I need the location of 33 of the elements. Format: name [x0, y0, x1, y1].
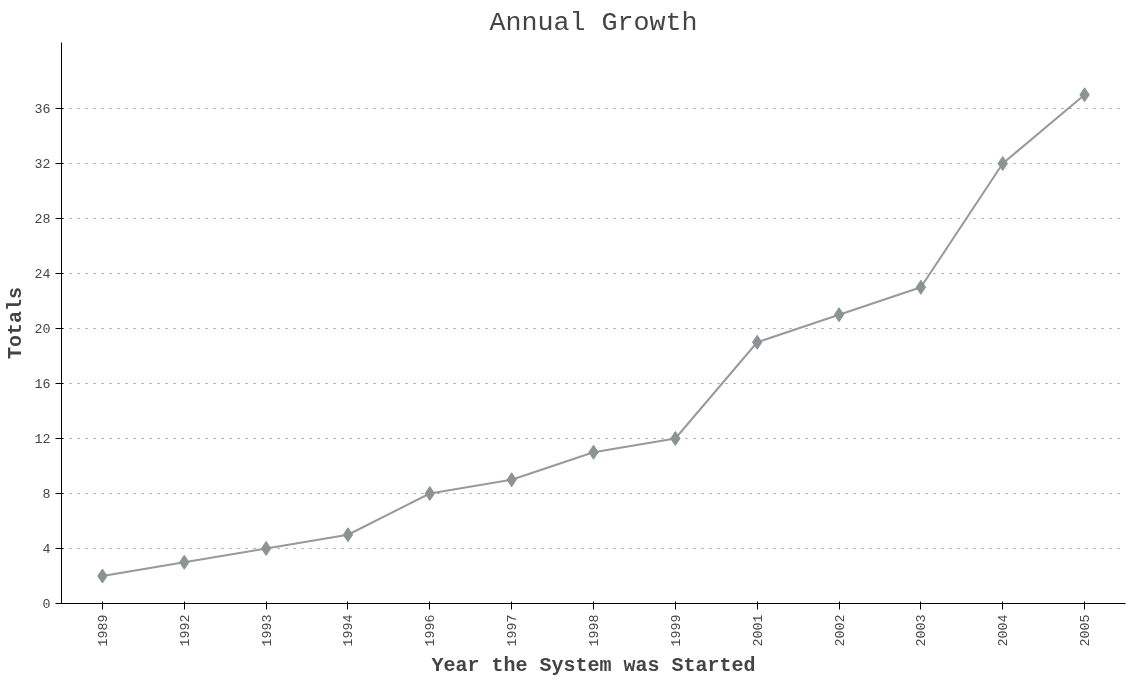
point [260, 541, 272, 556]
point [915, 279, 927, 295]
x-tick-label: 1992 [177, 614, 193, 647]
x-tick-label: 1999 [668, 614, 684, 647]
x-tick-label: 2002 [832, 614, 848, 647]
y-tick-label: 28 [34, 212, 51, 227]
x-tick-label: 1994 [341, 614, 357, 647]
x-tick-label: 2005 [1078, 614, 1094, 647]
point [833, 307, 845, 323]
point [670, 431, 681, 446]
x-tick-label: 2001 [750, 614, 766, 647]
y-tick-label: 8 [42, 487, 51, 502]
x-tick-label: 1996 [423, 614, 439, 647]
y-tick-label: 0 [42, 597, 51, 612]
point [342, 527, 354, 543]
y-tick-label: 12 [34, 432, 51, 447]
x-axis-title: Year the System was Started [431, 654, 756, 678]
x-tick-label: 1998 [587, 614, 602, 647]
x-tick-label: 2003 [914, 614, 930, 647]
y-axis-title: Totals [3, 286, 27, 360]
y-tick-label: 16 [34, 377, 51, 392]
chart-title: Annual Growth [489, 7, 698, 38]
y-tick-label: 24 [34, 267, 51, 282]
y-tick-label: 32 [34, 157, 51, 172]
x-tick-label: 2004 [996, 614, 1012, 647]
x-tick-label: 1989 [95, 614, 111, 647]
y-tick-label: 20 [34, 322, 51, 337]
y-tick-label: 4 [42, 542, 51, 557]
point [424, 486, 435, 501]
x-tick-label: 1997 [505, 614, 521, 647]
point [997, 156, 1008, 171]
x-tick-label: 1993 [259, 614, 275, 647]
y-tick-label: 36 [34, 102, 51, 117]
